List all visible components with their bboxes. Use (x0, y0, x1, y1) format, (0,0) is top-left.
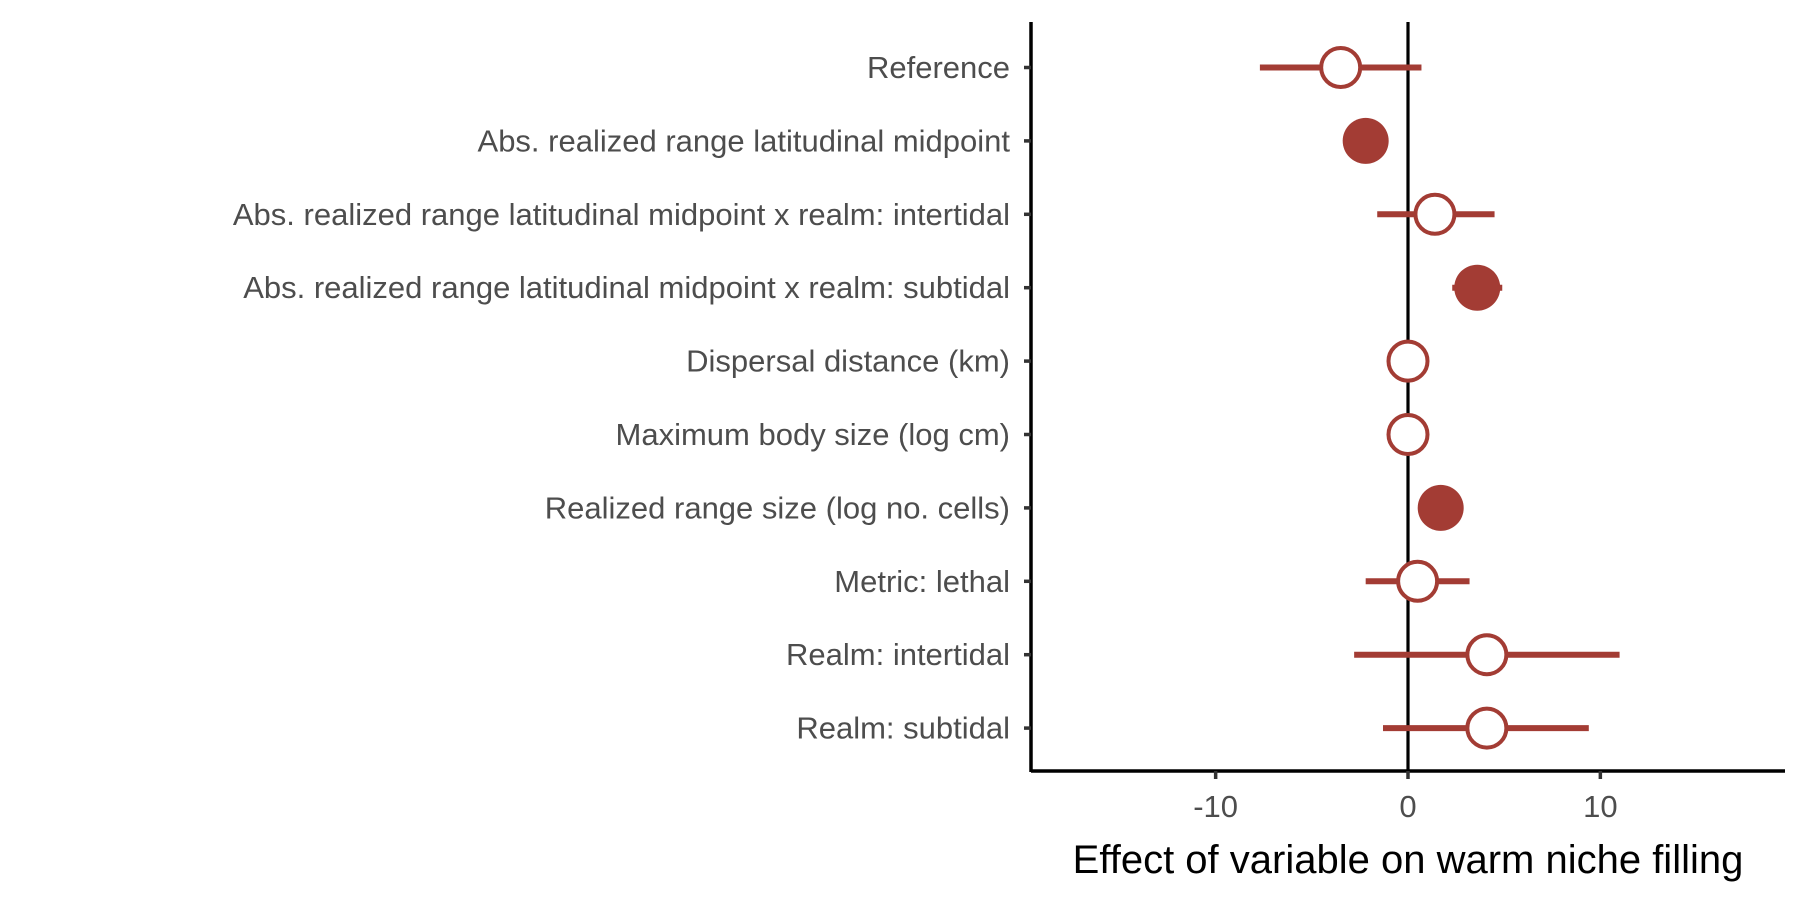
estimate-point-filled (1454, 264, 1501, 311)
y-tick-label: Dispersal distance (km) (686, 344, 1010, 379)
y-tick-label: Reference (867, 50, 1010, 85)
y-tick-label: Abs. realized range latitudinal midpoint… (243, 270, 1010, 305)
estimate-point-open (1386, 339, 1430, 383)
estimate-point-filled (1417, 484, 1464, 531)
estimate-point-open (1465, 706, 1509, 750)
estimate-point-open (1465, 633, 1509, 677)
y-tick-label: Abs. realized range latitudinal midpoint… (233, 197, 1010, 232)
y-tick-label: Abs. realized range latitudinal midpoint (478, 123, 1011, 158)
estimate-point-open (1413, 192, 1457, 236)
estimate-point-open (1319, 46, 1363, 89)
estimate-point-open (1386, 413, 1430, 456)
x-tick-label: 0 (1399, 789, 1416, 824)
y-tick-label: Realm: subtidal (796, 711, 1010, 746)
estimate-point-filled (1342, 117, 1389, 164)
y-tick-label: Realm: intertidal (786, 637, 1010, 672)
x-tick-label: 10 (1583, 789, 1617, 824)
x-tick-label: -10 (1193, 789, 1238, 824)
estimate-point-open (1396, 559, 1440, 603)
y-tick-label: Realized range size (log no. cells) (545, 490, 1010, 525)
y-tick-label: Maximum body size (log cm) (616, 417, 1010, 452)
y-tick-label: Metric: lethal (834, 564, 1010, 599)
x-axis-title: Effect of variable on warm niche filling (1073, 838, 1744, 882)
